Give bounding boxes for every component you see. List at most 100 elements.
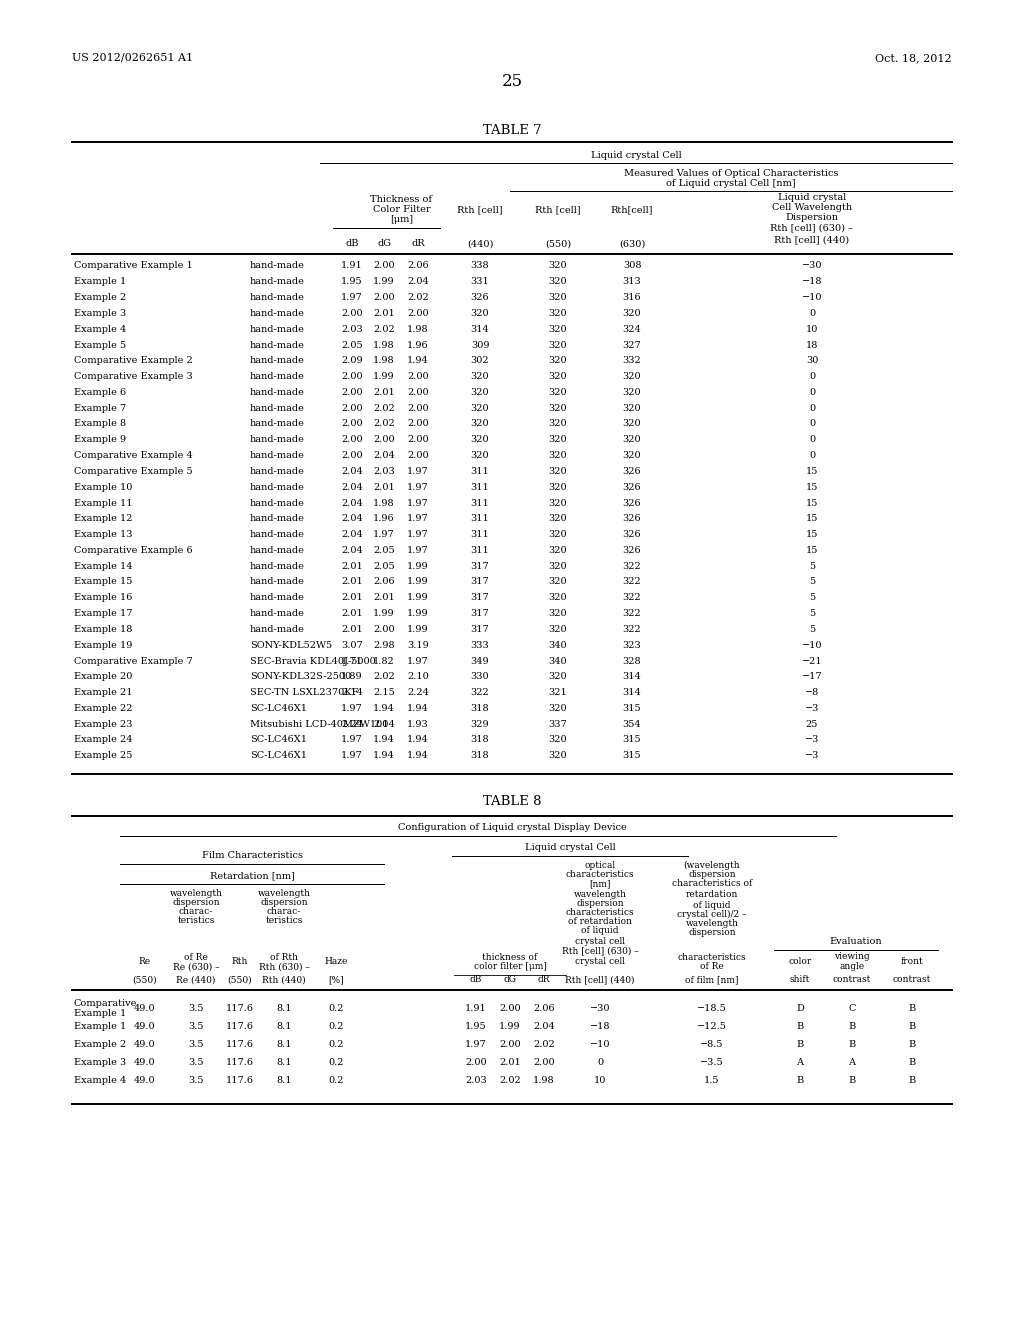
Text: 1.95: 1.95 bbox=[465, 1022, 486, 1031]
Text: 3.5: 3.5 bbox=[188, 1005, 204, 1014]
Text: Oct. 18, 2012: Oct. 18, 2012 bbox=[876, 53, 952, 63]
Text: hand-made: hand-made bbox=[250, 499, 305, 507]
Text: 320: 320 bbox=[549, 420, 567, 429]
Text: dR: dR bbox=[538, 975, 550, 985]
Text: B: B bbox=[848, 1040, 856, 1049]
Text: 1.82: 1.82 bbox=[373, 656, 395, 665]
Text: 2.24: 2.24 bbox=[341, 719, 362, 729]
Text: 311: 311 bbox=[471, 483, 489, 492]
Text: teristics: teristics bbox=[265, 916, 303, 925]
Text: 311: 311 bbox=[471, 467, 489, 477]
Text: SC-LC46X1: SC-LC46X1 bbox=[250, 704, 307, 713]
Text: 1.97: 1.97 bbox=[408, 656, 429, 665]
Text: hand-made: hand-made bbox=[250, 325, 305, 334]
Text: Rth [cell]: Rth [cell] bbox=[457, 206, 503, 214]
Text: hand-made: hand-made bbox=[250, 451, 305, 461]
Text: Comparative Example 4: Comparative Example 4 bbox=[74, 451, 193, 461]
Text: 320: 320 bbox=[471, 420, 489, 429]
Text: 326: 326 bbox=[471, 293, 489, 302]
Text: (550): (550) bbox=[133, 975, 158, 985]
Text: 326: 326 bbox=[623, 499, 641, 507]
Text: 1.94: 1.94 bbox=[373, 751, 395, 760]
Text: 49.0: 49.0 bbox=[134, 1022, 156, 1031]
Text: dG: dG bbox=[377, 239, 391, 248]
Text: 2.00: 2.00 bbox=[341, 388, 362, 397]
Text: B: B bbox=[908, 1022, 915, 1031]
Text: Configuration of Liquid crystal Display Device: Configuration of Liquid crystal Display … bbox=[397, 824, 627, 832]
Text: (wavelength: (wavelength bbox=[684, 861, 740, 870]
Text: Retardation [nm]: Retardation [nm] bbox=[210, 871, 295, 880]
Text: 0: 0 bbox=[809, 309, 815, 318]
Text: hand-made: hand-made bbox=[250, 467, 305, 477]
Text: hand-made: hand-made bbox=[250, 436, 305, 445]
Text: 8.1: 8.1 bbox=[276, 1040, 292, 1049]
Text: 10: 10 bbox=[806, 325, 818, 334]
Text: 1.99: 1.99 bbox=[373, 277, 395, 286]
Text: 322: 322 bbox=[623, 578, 641, 586]
Text: 2.24: 2.24 bbox=[408, 688, 429, 697]
Text: 2.00: 2.00 bbox=[408, 309, 429, 318]
Text: 15: 15 bbox=[806, 483, 818, 492]
Text: hand-made: hand-made bbox=[250, 293, 305, 302]
Text: 314: 314 bbox=[623, 688, 641, 697]
Text: 322: 322 bbox=[623, 624, 641, 634]
Text: 332: 332 bbox=[623, 356, 641, 366]
Text: Example 23: Example 23 bbox=[74, 719, 132, 729]
Text: 117.6: 117.6 bbox=[226, 1005, 254, 1014]
Text: 18: 18 bbox=[806, 341, 818, 350]
Text: 2.00: 2.00 bbox=[499, 1040, 521, 1049]
Text: contrast: contrast bbox=[893, 975, 931, 985]
Text: 338: 338 bbox=[471, 261, 489, 271]
Text: Comparative Example 7: Comparative Example 7 bbox=[74, 656, 193, 665]
Text: of liquid: of liquid bbox=[693, 902, 731, 909]
Text: 311: 311 bbox=[471, 499, 489, 507]
Text: Example 19: Example 19 bbox=[74, 640, 132, 649]
Text: 2.00: 2.00 bbox=[499, 1005, 521, 1014]
Text: 2.01: 2.01 bbox=[373, 388, 395, 397]
Text: 1.97: 1.97 bbox=[408, 467, 429, 477]
Text: 2.05: 2.05 bbox=[373, 562, 395, 570]
Text: 2.00: 2.00 bbox=[373, 436, 395, 445]
Text: SC-LC46X1: SC-LC46X1 bbox=[250, 751, 307, 760]
Text: −18: −18 bbox=[802, 277, 822, 286]
Text: 2.03: 2.03 bbox=[373, 467, 395, 477]
Text: 316: 316 bbox=[623, 293, 641, 302]
Text: of Rth: of Rth bbox=[270, 953, 298, 962]
Text: 117.6: 117.6 bbox=[226, 1040, 254, 1049]
Text: 313: 313 bbox=[623, 277, 641, 286]
Text: 117.6: 117.6 bbox=[226, 1022, 254, 1031]
Text: −10: −10 bbox=[802, 293, 822, 302]
Text: B: B bbox=[797, 1076, 804, 1085]
Text: Thickness of: Thickness of bbox=[371, 195, 432, 205]
Text: −18: −18 bbox=[590, 1022, 610, 1031]
Text: 0: 0 bbox=[809, 451, 815, 461]
Text: Rth (440): Rth (440) bbox=[262, 975, 306, 985]
Text: 320: 320 bbox=[471, 451, 489, 461]
Text: hand-made: hand-made bbox=[250, 261, 305, 271]
Text: 2.01: 2.01 bbox=[341, 578, 362, 586]
Text: 1.94: 1.94 bbox=[373, 735, 395, 744]
Text: 2.04: 2.04 bbox=[341, 467, 362, 477]
Text: 2.00: 2.00 bbox=[465, 1059, 486, 1067]
Text: hand-made: hand-made bbox=[250, 309, 305, 318]
Text: 2.00: 2.00 bbox=[341, 404, 362, 413]
Text: 2.00: 2.00 bbox=[373, 624, 395, 634]
Text: 2.01: 2.01 bbox=[341, 609, 362, 618]
Text: 2.04: 2.04 bbox=[534, 1022, 555, 1031]
Text: hand-made: hand-made bbox=[250, 277, 305, 286]
Text: angle: angle bbox=[840, 962, 864, 972]
Text: 0: 0 bbox=[809, 388, 815, 397]
Text: 3.5: 3.5 bbox=[188, 1040, 204, 1049]
Text: Evaluation: Evaluation bbox=[829, 937, 883, 946]
Text: 320: 320 bbox=[471, 309, 489, 318]
Text: 320: 320 bbox=[549, 356, 567, 366]
Text: SONY-KDL32S-2500: SONY-KDL32S-2500 bbox=[250, 672, 351, 681]
Text: 30: 30 bbox=[806, 356, 818, 366]
Text: Example 3: Example 3 bbox=[74, 1059, 126, 1067]
Text: 3.07: 3.07 bbox=[341, 640, 362, 649]
Text: wavelength: wavelength bbox=[170, 890, 222, 898]
Text: color filter [μm]: color filter [μm] bbox=[473, 962, 547, 972]
Text: B: B bbox=[797, 1022, 804, 1031]
Text: 2.00: 2.00 bbox=[408, 404, 429, 413]
Text: 3.5: 3.5 bbox=[188, 1059, 204, 1067]
